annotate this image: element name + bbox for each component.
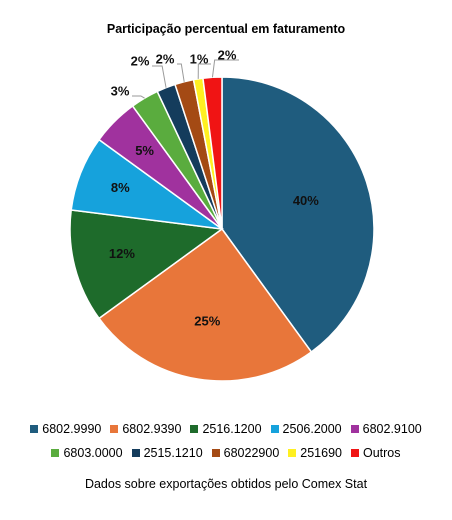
legend-label: 6802.9990: [42, 422, 102, 436]
legend-item-6802-9390: 6802.9390: [110, 422, 181, 436]
legend-swatch: [288, 449, 297, 457]
pie-chart: 40%25%12%8%5%3%2% 2% 1% 2%: [69, 47, 375, 382]
legend-label: Outros: [363, 446, 401, 460]
legend-item-68022900: 68022900: [211, 446, 280, 460]
leader-line-6803-0000: [132, 95, 145, 99]
legend-swatch: [131, 449, 140, 457]
legend-swatch: [30, 425, 39, 433]
pie-slice-2516-1200: [69, 209, 224, 320]
legend-item-2506-2000: 2506.2000: [270, 422, 342, 436]
legend-swatch: [51, 449, 60, 457]
pie-slice-outros: [202, 76, 223, 230]
legend-item-6803-0000: 6803.0000: [51, 446, 123, 460]
legend-item-2515-1210: 2515.1210: [131, 446, 203, 460]
legend-item-6802-9990: 6802.9990: [30, 422, 101, 436]
data-label-6802-9390: 25%: [194, 314, 220, 329]
data-label-6802-9100: 5%: [135, 143, 154, 158]
pie-slice-6802-9990: [221, 76, 375, 354]
legend-label: 251690: [300, 446, 342, 460]
leader-line-2515-1210: [152, 65, 167, 88]
legend-label: 6802.9100: [362, 422, 422, 436]
data-label-2515-1210: 2%: [131, 53, 150, 68]
source-caption: Dados sobre exportações obtidos pelo Com…: [84, 477, 368, 491]
legend-item-251690: 251690: [288, 446, 342, 460]
leader-line-251690: [197, 63, 211, 79]
data-label-68022900: 2%: [156, 51, 175, 66]
pie-slice-6802-9390: [97, 227, 313, 382]
data-label-outros: 2%: [218, 47, 237, 62]
chart-title: Participação percentual em faturamento: [106, 22, 346, 36]
legend-swatch: [211, 449, 220, 457]
data-label-2506-2000: 8%: [111, 180, 130, 195]
legend-swatch: [350, 425, 359, 433]
legend-row: 6803.0000 2515.1210 68022900 251690 Outros: [0, 446, 452, 460]
legend-swatch: [110, 425, 119, 433]
legend-item-2516-1200: 2516.1200: [190, 422, 262, 436]
data-label-6802-9990: 40%: [293, 193, 319, 208]
legend-item-outros: Outros: [351, 446, 401, 460]
legend-label: 6803.0000: [63, 446, 123, 460]
data-label-2516-1200: 12%: [109, 246, 135, 261]
legend-row: 6802.9990 6802.9390 2516.1200 2506.2000 6802…: [0, 422, 452, 436]
legend-item-6802-9100: 6802.9100: [350, 422, 422, 436]
data-label-6803-0000: 3%: [111, 83, 130, 98]
legend-label: 6802.9390: [122, 422, 182, 436]
legend-label: 2506.2000: [282, 422, 342, 436]
leader-line-68022900: [177, 63, 185, 82]
leader-line-outros: [211, 59, 239, 78]
legend-label: 2515.1210: [143, 446, 203, 460]
legend-swatch: [351, 449, 359, 457]
legend-swatch: [270, 425, 279, 433]
legend-label: 68022900: [223, 446, 280, 460]
legend-label: 2516.1200: [202, 422, 262, 436]
legend-swatch: [190, 425, 199, 433]
data-label-251690: 1%: [190, 51, 209, 66]
